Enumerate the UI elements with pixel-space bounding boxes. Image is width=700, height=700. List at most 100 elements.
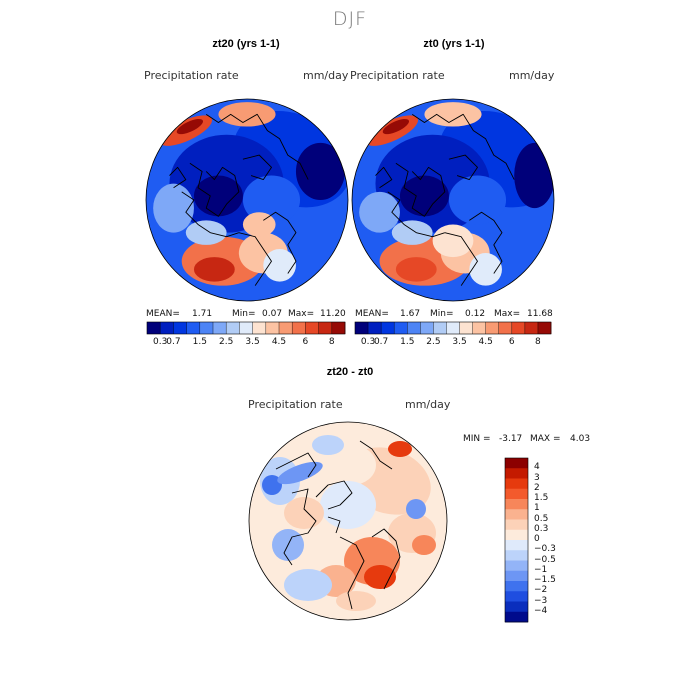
diff-colorbar-tick-label: −2: [534, 585, 548, 596]
panel1-mean-label: MEAN=: [146, 309, 180, 319]
diff-colorbar-box-2: [505, 478, 528, 490]
panel1-mean-value: 1.71: [192, 309, 213, 319]
figure-title: DJF: [332, 8, 368, 30]
diff-map-coastline: [315, 480, 353, 510]
diff-map-coastline: [371, 528, 401, 590]
diff-map-field-patch: [406, 499, 426, 519]
panel1-colorbar-box-0: [147, 322, 161, 334]
panel2-max-label: Max=: [494, 309, 521, 319]
diff-colorbar-box-6: [505, 519, 528, 531]
panel2-map-field-patch: [359, 191, 400, 233]
diff-colorbar-tick-label: −0.5: [534, 554, 556, 565]
diff-map-field-patch: [284, 497, 324, 529]
diff-colorbar-tick-label: 1.5: [534, 493, 549, 503]
diff-colorbar-tick-label: 0.3: [534, 523, 549, 534]
panel2-colorbar-border: [354, 321, 552, 335]
panel2-colorbar-box-11: [498, 322, 513, 334]
panel2-mean-value: 1.67: [400, 309, 421, 319]
diff-colorbar-tick-label: −0.3: [534, 544, 556, 555]
panel1-map-field: [146, 99, 348, 301]
panel2-colorbar-box-3: [394, 322, 408, 334]
panel2-colorbar-box-13: [524, 322, 539, 334]
panel1-colorbar-box-2: [173, 322, 187, 334]
diff-map-field-patch: [328, 445, 376, 485]
panel1-map-field-patch: [242, 175, 301, 225]
diff-map-field-patch: [412, 535, 436, 555]
panel2-colorbar-box-0: [355, 322, 369, 334]
panel1-colorbar-box-12: [305, 322, 319, 334]
panel1-map-coastline: [263, 211, 297, 274]
panel2-colorbar-tick-label: 6: [508, 337, 515, 347]
panel2-colorbar: [354, 321, 552, 335]
diff-map-coastline: [283, 488, 317, 566]
panel1-map-field-patch: [185, 220, 227, 245]
panel2-map-coastline: [395, 162, 446, 217]
panel1-colorbar-box-1: [160, 322, 174, 334]
diff-colorbar-box-12: [505, 581, 528, 592]
panel2-map-coastline: [387, 191, 445, 238]
diff-colorbar: [504, 457, 529, 623]
panel2-min-value: 0.12: [465, 309, 486, 319]
diff-colorbar-box-4: [505, 499, 528, 510]
diff-max-value: 4.03: [570, 434, 591, 444]
diff-map-coastline: [327, 516, 341, 534]
diff-map-field-patch: [312, 435, 344, 455]
panel2-colorbar-tick-label: 3.5: [452, 337, 467, 347]
panel2-colorbar-box-10: [485, 322, 500, 334]
panel2-colorbar-box-9: [472, 322, 487, 334]
diff-max-label: MAX =: [530, 434, 561, 444]
diff-min-label: MIN =: [463, 434, 491, 444]
diff-map-field: [249, 422, 447, 620]
diff-colorbar-tick-label: 0.5: [534, 513, 549, 524]
diff-colorbar-box-13: [505, 591, 528, 602]
panel1-map: [145, 98, 349, 302]
diff-map-outline: [248, 421, 448, 621]
panel2-map-field-patch: [514, 142, 554, 209]
panel2-colorbar-tick-label: 4.5: [478, 337, 493, 347]
diff-map-coastline: [339, 536, 365, 610]
panel1-colorbar-tick-label: 4.5: [271, 337, 287, 347]
panel2-map-field-patch: [432, 224, 474, 258]
panel1-colorbar-tick-label: 0.3: [153, 337, 168, 347]
panel1-colorbar-tick-label: 0.7: [166, 337, 181, 347]
panel2-min-label: Min=: [430, 309, 454, 319]
panel2-map-coastline: [375, 166, 393, 189]
panel1-colorbar-tick-label: 2.5: [219, 337, 234, 347]
panel1-colorbar-box-11: [292, 322, 306, 334]
panel1-map-field-patch: [176, 118, 204, 135]
diff-min-value: -3.17: [499, 434, 523, 444]
panel2-map-coastline: [448, 154, 478, 181]
diff-colorbar-border: [504, 457, 529, 623]
panel1-min-label: Min=: [232, 309, 256, 319]
panel1-colorbar-box-13: [318, 322, 333, 334]
panel1-min-value: 0.07: [262, 309, 283, 319]
panel1-map-coastline: [242, 154, 272, 181]
panel2-max-value: 11.68: [527, 309, 553, 319]
panel1-colorbar-box-7: [239, 322, 253, 334]
panel1-colorbar-tick-label: 8: [328, 337, 335, 347]
diff-colorbar-box-3: [505, 488, 528, 500]
diff-colorbar-tick-label: 2: [534, 482, 540, 493]
panel1-max-value: 11.20: [320, 309, 346, 319]
panel1-colorbar-box-10: [279, 322, 293, 334]
panel1-variable-label: Precipitation rate: [144, 69, 239, 82]
panel1-map-coastline: [205, 113, 309, 180]
panel2-colorbar-box-14: [537, 322, 552, 334]
panel1-map-field-patch: [263, 248, 296, 282]
diff-map-field-patch: [336, 591, 376, 611]
panel2-map-coastline: [469, 211, 503, 274]
diff-colorbar-tick-label: −1: [534, 564, 548, 575]
panel1-map-coastline: [181, 191, 239, 238]
panel2-map-field-patch: [395, 257, 437, 282]
diff-map-field-patch: [364, 565, 396, 589]
panel2-map-field-patch: [382, 118, 410, 135]
diff-colorbar-tick-label: −4: [534, 605, 548, 616]
diff-map-field-patch: [284, 569, 332, 601]
panel1-colorbar-border: [146, 321, 346, 335]
panel2-map-field-patch: [448, 175, 507, 225]
diff-map-field-patch: [320, 481, 376, 529]
panel2-colorbar-box-8: [459, 322, 473, 334]
panel2-map-outline: [351, 98, 555, 302]
diff-colorbar-tick-label: 1: [534, 503, 540, 514]
panel1-colorbar-box-4: [199, 322, 214, 334]
